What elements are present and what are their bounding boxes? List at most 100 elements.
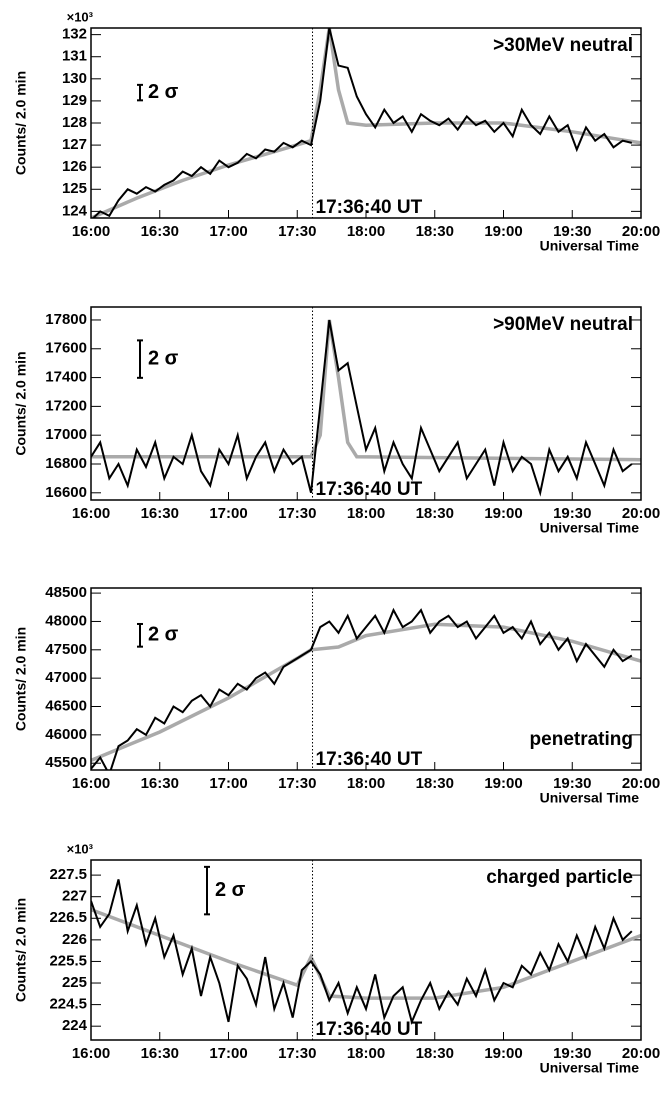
x-tick-label: 17:30 <box>278 223 316 240</box>
plot-frame <box>90 587 642 771</box>
plot-frame <box>90 859 642 1041</box>
y-tick-label: 17200 <box>45 397 87 414</box>
y-tick-label: 47000 <box>45 669 87 686</box>
y-tick-label: 46500 <box>45 697 87 714</box>
data-line <box>91 319 633 497</box>
y-tick-label: 17400 <box>45 369 87 386</box>
data-line <box>91 879 633 1025</box>
event-label: 17:36:40 UT <box>316 479 423 500</box>
y-tick-label: 227 <box>62 888 87 905</box>
y-tick-label: 128 <box>62 114 87 131</box>
x-tick-label: 16:00 <box>72 1045 110 1062</box>
x-axis-label: Universal Time <box>540 520 640 536</box>
x-tick-label: 17:30 <box>278 1045 316 1062</box>
x-axis-label: Universal Time <box>540 790 640 806</box>
y-tick-label: 46000 <box>45 726 87 743</box>
y-tick-label: 48500 <box>45 584 87 601</box>
sigma-label: 2 σ <box>148 81 179 103</box>
x-tick-label: 17:00 <box>209 1045 247 1062</box>
y-tick-label: 16800 <box>45 455 87 472</box>
y-tick-label: 226.5 <box>49 909 87 926</box>
x-tick-label: 19:30 <box>553 1045 591 1062</box>
x-tick-label: 16:30 <box>141 505 179 522</box>
y-axis-label: Counts/ 2.0 min <box>13 898 29 1002</box>
x-tick-label: 16:30 <box>141 775 179 792</box>
event-label: 17:36:40 UT <box>316 1019 423 1040</box>
x-tick-label: 17:30 <box>278 775 316 792</box>
y-tick-label: 227.5 <box>49 866 87 883</box>
data-line <box>91 28 633 218</box>
sigma-label: 2 σ <box>215 879 246 901</box>
x-tick-label: 19:30 <box>553 223 591 240</box>
y-tick-label: 47500 <box>45 641 87 658</box>
x-tick-label: 18:30 <box>416 505 454 522</box>
x-tick-label: 18:00 <box>347 1045 385 1062</box>
y-tick-label: 124 <box>62 202 88 219</box>
data-line <box>91 907 641 1000</box>
y-tick-label: 127 <box>62 136 87 153</box>
y-tick-label: 129 <box>62 92 87 109</box>
event-label: 17:36:40 UT <box>316 749 423 770</box>
y-scale-label: ×10³ <box>67 841 94 856</box>
y-tick-label: 45500 <box>45 754 87 771</box>
y-tick-label: 17800 <box>45 311 87 328</box>
y-tick-label: 131 <box>62 48 87 65</box>
y-axis-label: Counts/ 2.0 min <box>13 627 29 731</box>
x-tick-label: 16:00 <box>72 505 110 522</box>
x-tick-label: 20:00 <box>622 505 660 522</box>
y-tick-label: 17000 <box>45 426 87 443</box>
x-tick-label: 19:00 <box>484 223 522 240</box>
y-tick-label: 126 <box>62 158 87 175</box>
y-tick-label: 130 <box>62 70 87 87</box>
x-tick-label: 18:00 <box>347 223 385 240</box>
event-label: 17:36:40 UT <box>316 197 423 218</box>
x-tick-label: 17:00 <box>209 775 247 792</box>
data-line <box>91 319 641 462</box>
y-axis-label: Counts/ 2.0 min <box>13 351 29 455</box>
y-tick-label: 16600 <box>45 484 87 501</box>
panel-title: penetrating <box>530 729 633 750</box>
x-tick-label: 16:30 <box>141 223 179 240</box>
y-scale-label: ×10³ <box>67 9 94 24</box>
panel-title: >30MeV neutral <box>493 35 633 56</box>
x-tick-label: 19:30 <box>553 505 591 522</box>
x-tick-label: 16:30 <box>141 1045 179 1062</box>
x-tick-label: 17:30 <box>278 505 316 522</box>
x-tick-label: 16:00 <box>72 223 110 240</box>
x-tick-label: 18:00 <box>347 505 385 522</box>
y-tick-label: 225 <box>62 974 87 991</box>
x-tick-label: 19:00 <box>484 775 522 792</box>
y-tick-label: 225.5 <box>49 952 87 969</box>
x-tick-label: 18:30 <box>416 1045 454 1062</box>
y-tick-label: 48000 <box>45 612 87 629</box>
y-tick-label: 224.5 <box>49 996 87 1013</box>
x-tick-label: 18:00 <box>347 775 385 792</box>
panel-title: >90MeV neutral <box>493 314 633 335</box>
data-line <box>91 607 633 770</box>
panel-title: charged particle <box>486 867 633 888</box>
plot-frame <box>90 306 642 501</box>
y-tick-label: 125 <box>62 180 87 197</box>
y-tick-label: 132 <box>62 26 87 43</box>
x-tick-label: 16:00 <box>72 775 110 792</box>
x-tick-label: 18:30 <box>416 775 454 792</box>
y-axis-label: Counts/ 2.0 min <box>13 71 29 175</box>
x-tick-label: 20:00 <box>622 223 660 240</box>
sigma-label: 2 σ <box>148 347 179 369</box>
x-tick-label: 19:00 <box>484 1045 522 1062</box>
sigma-label: 2 σ <box>148 624 179 646</box>
x-tick-label: 17:00 <box>209 223 247 240</box>
plot-frame <box>90 27 642 219</box>
x-tick-label: 18:30 <box>416 223 454 240</box>
y-tick-label: 226 <box>62 931 87 948</box>
y-tick-label: 17600 <box>45 340 87 357</box>
x-tick-label: 20:00 <box>622 1045 660 1062</box>
x-tick-label: 19:30 <box>553 775 591 792</box>
y-tick-label: 224 <box>62 1017 88 1034</box>
x-axis-label: Universal Time <box>540 1060 640 1076</box>
x-tick-label: 17:00 <box>209 505 247 522</box>
data-line <box>91 28 641 218</box>
x-tick-label: 19:00 <box>484 505 522 522</box>
x-tick-label: 20:00 <box>622 775 660 792</box>
